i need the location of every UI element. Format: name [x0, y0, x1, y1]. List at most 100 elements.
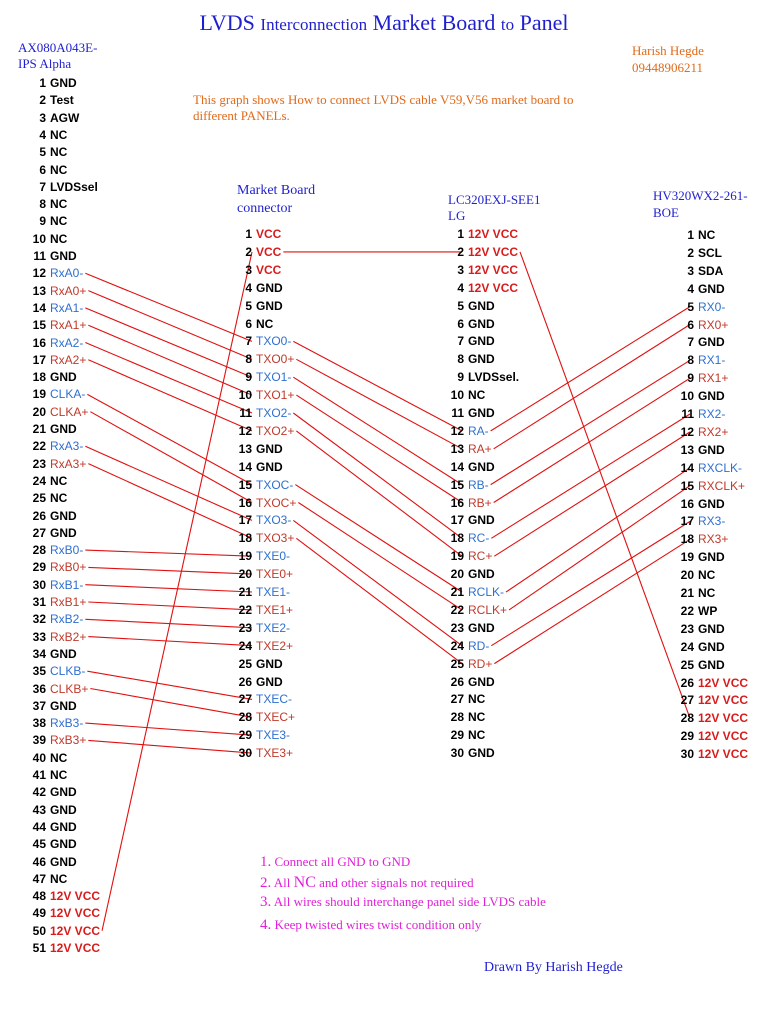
pin-signal: RX0+ [698, 317, 729, 332]
pin-number: 7 [39, 179, 46, 194]
pin-number: 9 [687, 371, 694, 386]
wire-lg22-boe15 [508, 485, 691, 611]
wire-mb15-lg21 [295, 484, 463, 593]
mb-pin-13: 13 GND [238, 442, 283, 456]
ax-pin-47: 47 NC [28, 871, 68, 886]
wire-ax30-mb21 [85, 584, 253, 593]
wire-ax13-mb8 [88, 290, 253, 360]
pin-number: 20 [450, 567, 464, 582]
pin-number: 6 [39, 162, 46, 177]
pin-signal: GND [50, 508, 77, 523]
mb-pin-23: 23 TXE2- [238, 621, 290, 635]
lg-pin-15: 15 RB- [448, 478, 489, 492]
ax-pin-22: 22 RxA3- [28, 439, 84, 453]
wire-mb17-lg24 [293, 519, 463, 647]
boe-pin-23: 23 GND [676, 622, 725, 636]
pin-number: 12 [238, 423, 252, 438]
pin-signal: CLKA+ [50, 404, 89, 419]
mb-pin-11: 11 TXO2- [238, 406, 291, 420]
pin-signal: VCC [256, 244, 282, 259]
pin-signal: WP [698, 603, 718, 618]
pin-number: 13 [680, 442, 694, 457]
wire-mb12-lg19 [296, 430, 463, 557]
boe-pin-17: 17 RX3- [676, 514, 726, 528]
pin-signal: VCC [256, 262, 282, 277]
pin-signal: NC [468, 710, 486, 725]
pin-number: 35 [32, 664, 46, 679]
pin-number: 47 [32, 871, 46, 886]
pin-signal: GND [256, 298, 283, 313]
lg-pin-25: 25 RD+ [448, 657, 493, 671]
pin-number: 11 [33, 249, 46, 263]
pin-number: 26 [450, 674, 464, 689]
ax-pin-15: 15 RxA1+ [28, 318, 87, 332]
boe-pin-11: 11 RX2- [676, 407, 725, 421]
pin-number: 50 [32, 923, 46, 938]
pin-number: 28 [238, 710, 252, 725]
ax-pin-51: 51 12V VCC [28, 941, 100, 955]
pin-signal: GND [468, 620, 495, 635]
pin-signal: TXO3+ [256, 531, 295, 546]
pin-number: 8 [39, 197, 46, 212]
pin-signal: CLKB+ [50, 681, 89, 696]
wire-ax14-mb9 [85, 307, 253, 378]
lg-pin-21: 21 RCLK- [448, 585, 504, 599]
pin-number: 10 [238, 388, 252, 403]
pin-signal: NC [50, 750, 68, 765]
pin-number: 16 [680, 496, 694, 511]
pin-signal: RC- [468, 531, 490, 546]
wire-lg18-boe11 [491, 413, 691, 539]
pin-signal: TXE2+ [256, 638, 294, 653]
pin-signal: RCLK- [468, 585, 505, 599]
pin-signal: RXCLK+ [698, 478, 746, 493]
mb-pin-14: 14 GND [238, 460, 283, 474]
mb-pin-25: 25 GND [238, 657, 283, 671]
boe-pin-19: 19 GND [676, 550, 725, 564]
pin-signal: RxB2+ [50, 629, 87, 644]
pin-number: 32 [32, 612, 46, 627]
pin-signal: GND [50, 698, 77, 713]
pin-number: 19 [450, 549, 464, 564]
pin-number: 2 [245, 244, 252, 259]
lg-pin-14: 14 GND [448, 460, 495, 474]
pin-signal: TXE0- [256, 549, 291, 564]
ax-pin-46: 46 GND [28, 855, 77, 869]
pin-signal: VCC [256, 227, 282, 241]
ax-pin-3: 3 AGW [28, 111, 79, 125]
ax-pin-2: 2 Test [28, 93, 73, 107]
pin-signal: TXO1- [256, 370, 292, 385]
pin-signal: 12V VCC [698, 747, 749, 762]
pin-number: 11 [681, 407, 694, 421]
pin-number: 20 [238, 567, 252, 582]
mb-pin-21: 21 TXE1- [238, 585, 290, 599]
ax-pin-12: 12 RxA0- [28, 266, 84, 280]
wire-lg21-boe14 [505, 467, 691, 593]
pin-signal: GND [468, 513, 495, 528]
pin-number: 4 [39, 127, 46, 142]
pin-number: 15 [450, 477, 464, 492]
pin-number: 46 [32, 854, 46, 869]
ax-pin-29: 29 RxB0+ [28, 560, 87, 574]
lg-pin-6: 6 GND [448, 317, 494, 331]
wire-lg13-boe6 [493, 324, 691, 450]
mb-pin-10: 10 TXO1+ [238, 388, 295, 403]
pin-signal: GND [698, 281, 725, 296]
pin-signal: GND [50, 525, 77, 540]
pin-number: 7 [687, 335, 694, 350]
pin-number: 22 [450, 602, 464, 617]
pin-number: 21 [32, 422, 46, 436]
mb-pin-8: 8 TXO0+ [238, 352, 294, 366]
lg-pin-28: 28 NC [448, 710, 486, 725]
pin-signal: RX2+ [698, 424, 729, 439]
pin-signal: NC [50, 127, 68, 142]
ax-pin-11: 11 GND [28, 249, 76, 263]
pin-signal: RxA2- [50, 335, 84, 350]
ax-pin-19: 19 CLKA- [28, 387, 86, 401]
pin-signal: GND [256, 656, 283, 671]
pin-number: 25 [680, 657, 694, 672]
pin-number: 13 [450, 441, 464, 456]
boe-pin-14: 14 RXCLK- [676, 461, 742, 475]
pin-number: 30 [450, 746, 464, 761]
description: This graph shows How to connect LVDS cab… [193, 92, 574, 123]
wire-lg12-boe5 [490, 306, 691, 432]
